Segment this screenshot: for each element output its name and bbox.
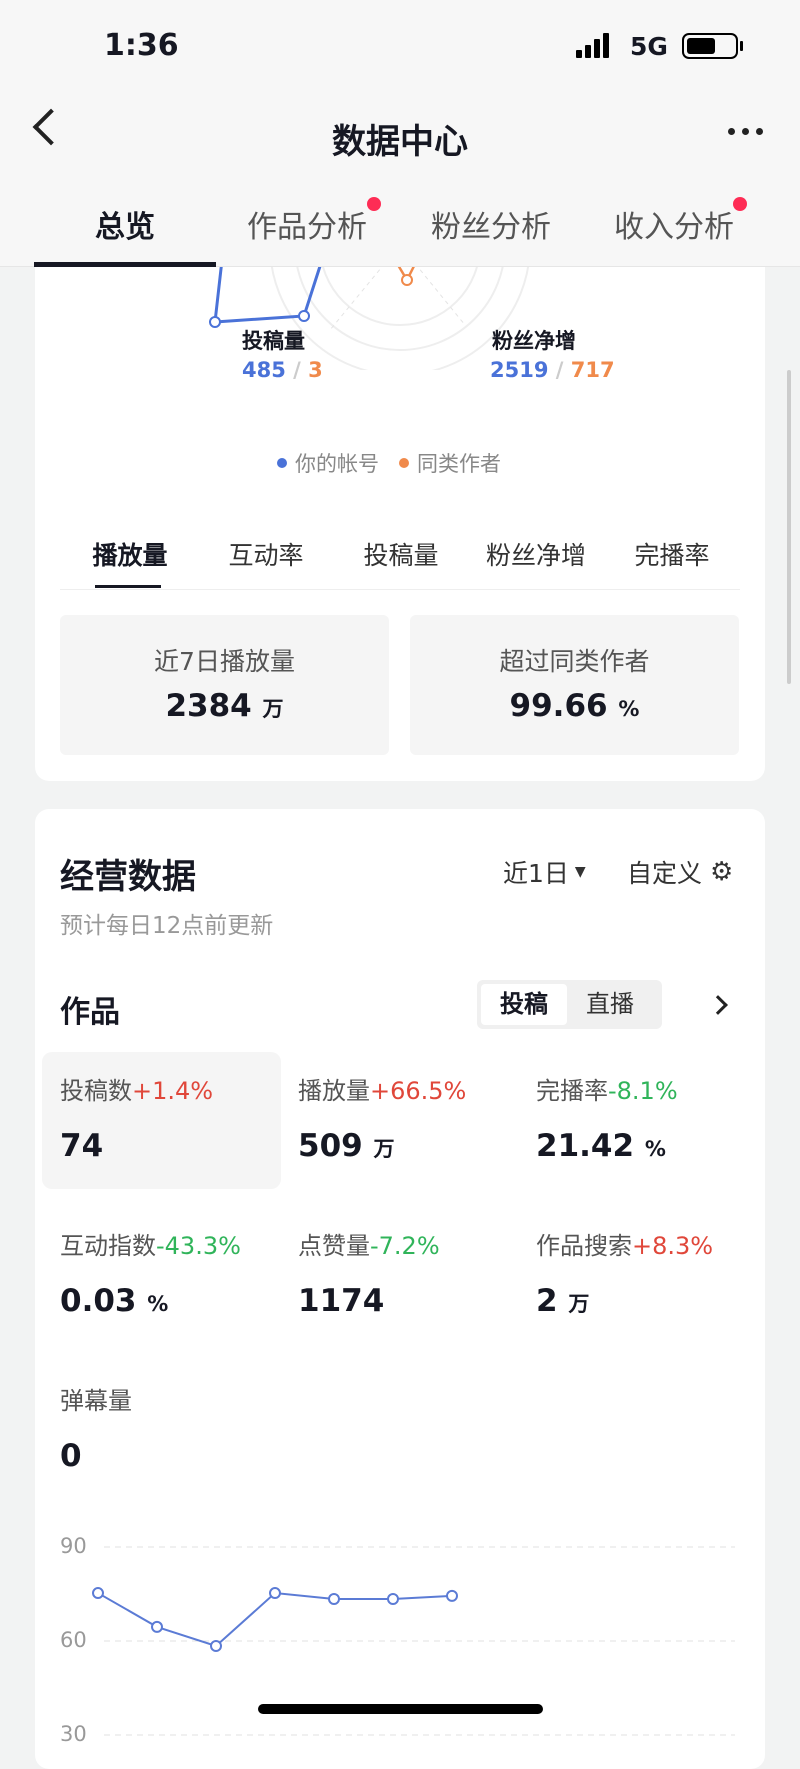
metric-item[interactable]: 完播率-8.1% 21.42 % [536, 1077, 678, 1164]
data-point [387, 1593, 399, 1606]
summary-rank: 超过同类作者 99.66 % [410, 615, 739, 755]
tab-indicator [34, 262, 216, 267]
tab-fans[interactable]: 粉丝分析 [431, 210, 551, 245]
data-point [446, 1589, 458, 1602]
metric-tab-plays[interactable]: 播放量 [92, 541, 168, 570]
data-point [92, 1587, 104, 1600]
metric-tab-interaction[interactable]: 互动率 [228, 541, 304, 570]
data-point [328, 1593, 340, 1606]
header: 1:36 5G 数据中心 总览 作品分析 粉丝分析 收入分析 [0, 0, 800, 267]
radar-values: 2519 / 717 [490, 358, 615, 382]
gear-icon: ⚙ [710, 857, 734, 887]
radar-series-mine [213, 259, 324, 324]
metric-tab-posts[interactable]: 投稿量 [363, 541, 439, 570]
metric-item[interactable]: 播放量+66.5% 509 万 [298, 1077, 467, 1164]
range-dropdown[interactable]: 近1日 ▼ [503, 859, 586, 888]
network-label: 5G [630, 32, 668, 61]
data-point [269, 1587, 281, 1600]
series-line [97, 1592, 453, 1648]
metric-item[interactable]: 弹幕量 0 [60, 1387, 132, 1474]
line-chart [92, 1546, 735, 1736]
tab-income[interactable]: 收入分析 [614, 210, 734, 245]
notification-dot [367, 197, 381, 211]
metric-item[interactable]: 作品搜索+8.3% 2 万 [536, 1232, 714, 1319]
data-point [151, 1620, 163, 1633]
caret-down-icon: ▼ [574, 864, 586, 880]
seg-posts[interactable]: 投稿 [481, 984, 567, 1025]
seg-live[interactable]: 直播 [586, 990, 634, 1018]
works-heading: 作品 [60, 995, 120, 1030]
chevron-right-icon[interactable] [708, 995, 728, 1015]
battery-icon [682, 33, 738, 59]
scrollbar[interactable] [787, 370, 791, 684]
status-time: 1:36 [104, 28, 179, 63]
customize-button[interactable]: 自定义 ⚙ [627, 857, 734, 888]
metric-tab-indicator [95, 585, 161, 588]
metric-tab-completion[interactable]: 完播率 [634, 541, 710, 570]
home-indicator [258, 1704, 543, 1714]
data-point [210, 1640, 222, 1653]
radar-values: 485 / 3 [242, 358, 323, 382]
summary-plays: 近7日播放量 2384 万 [60, 615, 389, 755]
tab-works[interactable]: 作品分析 [247, 210, 367, 245]
notification-dot [733, 197, 747, 211]
segmented-control: 投稿 直播 [477, 980, 662, 1029]
metric-item[interactable]: 点赞量-7.2% 1174 [298, 1232, 440, 1319]
y-tick: 60 [60, 1628, 87, 1652]
more-button[interactable] [728, 128, 763, 135]
page-title: 数据中心 [332, 122, 468, 162]
tab-overview[interactable]: 总览 [95, 210, 155, 245]
metric-item[interactable]: 互动指数-43.3% 0.03 % [60, 1232, 241, 1319]
signal-icon [576, 32, 609, 58]
radar-label: 粉丝净增 [492, 329, 576, 353]
overview-card: 投稿量 485 / 3 粉丝净增 2519 / 717 你的帐号 同类作者 播放… [35, 230, 765, 781]
update-note: 预计每日12点前更新 [60, 913, 274, 939]
metric-item[interactable]: 投稿数+1.4% 74 [60, 1077, 214, 1164]
y-tick: 90 [60, 1534, 87, 1558]
operations-card: 经营数据 近1日 ▼ 自定义 ⚙ 预计每日12点前更新 作品 投稿 直播 投稿数+1… [35, 809, 765, 1769]
radar-label: 投稿量 [242, 329, 305, 353]
section-title: 经营数据 [60, 857, 196, 897]
chart-legend: 你的帐号 同类作者 [277, 448, 501, 478]
metric-tab-fans[interactable]: 粉丝净增 [485, 541, 586, 570]
